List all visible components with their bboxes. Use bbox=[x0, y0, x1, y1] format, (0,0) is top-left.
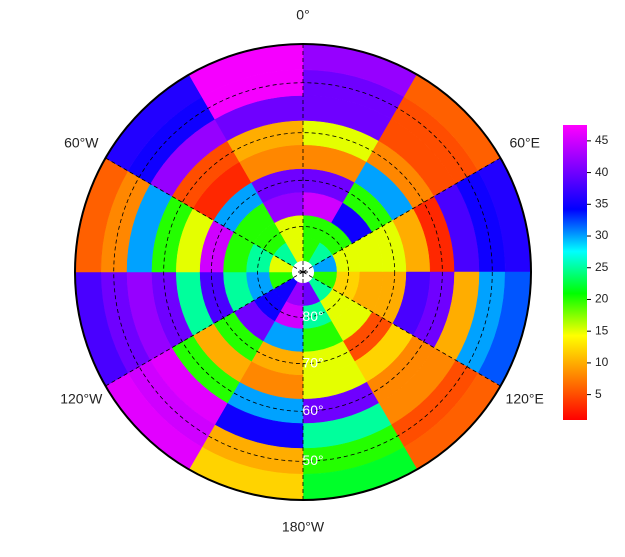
colorbar-tick-label: 10 bbox=[595, 355, 609, 369]
colorbar bbox=[563, 125, 587, 420]
longitude-label: 180°W bbox=[282, 519, 325, 535]
longitude-label: 60°W bbox=[64, 135, 99, 151]
longitude-label: 120°E bbox=[506, 391, 544, 407]
longitude-label: 120°W bbox=[60, 391, 103, 407]
colorbar-tick-label: 30 bbox=[595, 228, 609, 242]
meridian-line bbox=[302, 156, 503, 273]
longitude-label: 60°E bbox=[509, 135, 540, 151]
latitude-label: 60° bbox=[302, 402, 323, 418]
longitude-label: 0° bbox=[296, 7, 309, 23]
map-boundary bbox=[74, 43, 532, 501]
colorbar-tick-label: 5 bbox=[595, 387, 602, 401]
data-grid bbox=[75, 44, 531, 500]
colorbar-tick-label: 15 bbox=[595, 323, 609, 337]
colorbar-tick-label: 25 bbox=[595, 260, 609, 274]
latitude-label: 70° bbox=[302, 354, 323, 370]
colorbar-tick-label: 35 bbox=[595, 196, 609, 210]
meridian-line bbox=[103, 271, 304, 388]
graticule bbox=[103, 44, 503, 500]
colorbar-tick-label: 20 bbox=[595, 292, 609, 306]
meridian-line bbox=[103, 156, 304, 273]
latitude-label: 50° bbox=[302, 452, 323, 468]
colorbar-tick-label: 45 bbox=[595, 133, 609, 147]
pole-marker bbox=[298, 267, 308, 277]
meridian-line bbox=[302, 271, 503, 388]
colorbar-tick-label: 40 bbox=[595, 165, 609, 179]
latitude-label: 80° bbox=[302, 308, 323, 324]
latitude-line bbox=[163, 132, 443, 412]
